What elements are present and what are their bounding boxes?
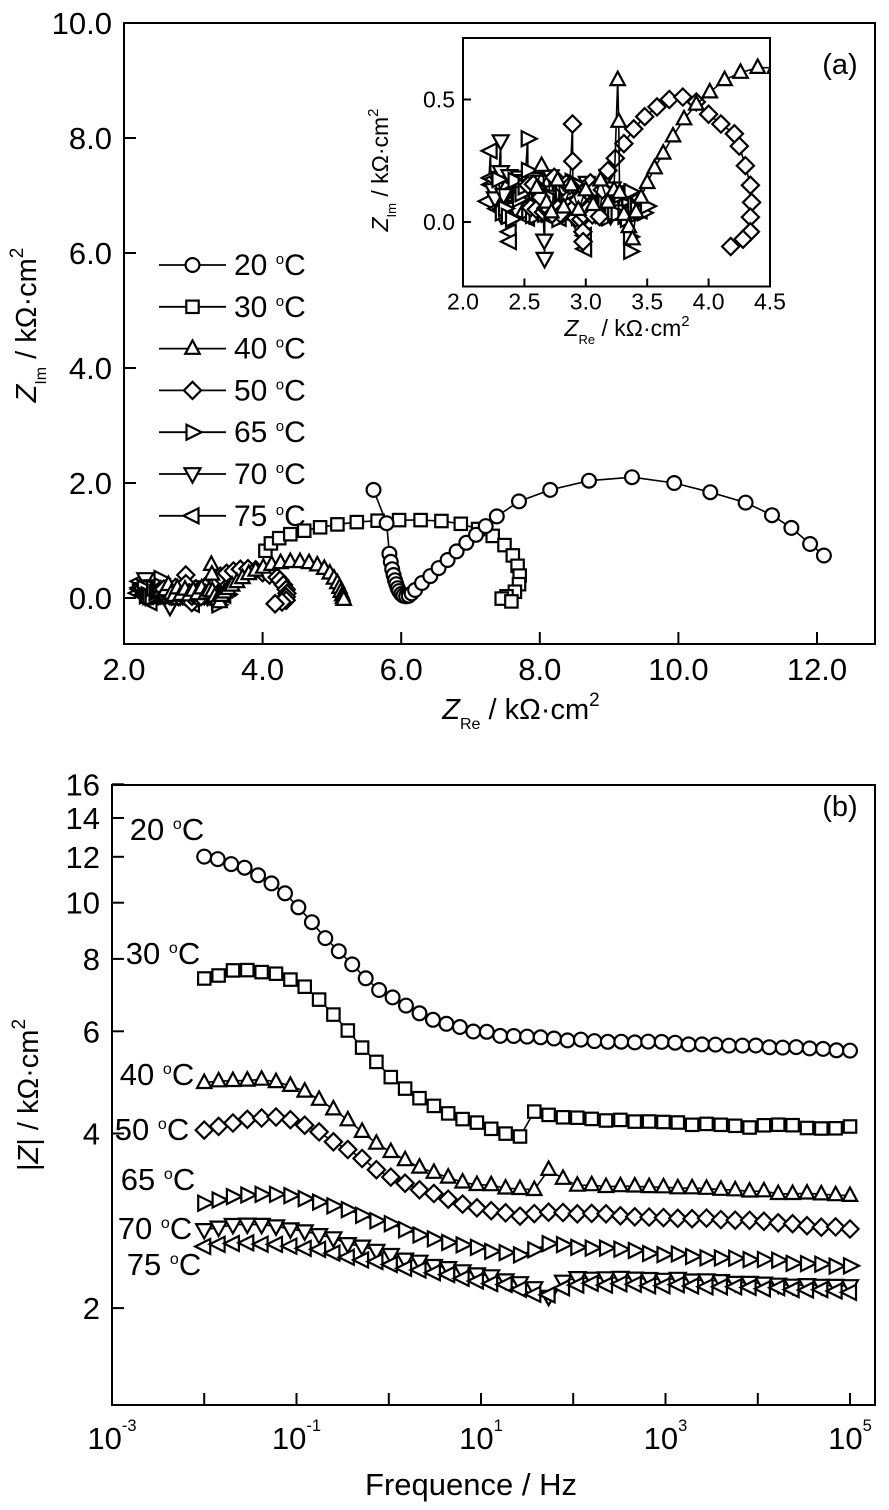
svg-text:Frequence / Hz: Frequence / Hz xyxy=(365,1467,577,1502)
svg-text:12.0: 12.0 xyxy=(787,652,847,687)
svg-text:0.0: 0.0 xyxy=(69,581,112,616)
svg-text:(a): (a) xyxy=(822,49,857,81)
svg-text:ZRe / kΩ·cm2: ZRe / kΩ·cm2 xyxy=(563,313,689,347)
svg-text:2.5: 2.5 xyxy=(508,289,540,315)
svg-text:10.0: 10.0 xyxy=(52,6,112,41)
svg-text:4.5: 4.5 xyxy=(754,289,786,315)
svg-text:(b): (b) xyxy=(822,791,857,823)
svg-text:75 oC: 75 oC xyxy=(127,1247,201,1282)
svg-text:30 oC: 30 oC xyxy=(126,936,200,971)
svg-text:50 oC: 50 oC xyxy=(115,1112,189,1147)
svg-text:4.0: 4.0 xyxy=(69,351,112,386)
svg-text:65 oC: 65 oC xyxy=(121,1162,195,1197)
svg-text:|Z| / kΩ·cm2: |Z| / kΩ·cm2 xyxy=(9,1019,45,1171)
svg-text:2: 2 xyxy=(83,1291,100,1326)
svg-text:30 oC: 30 oC xyxy=(234,291,306,324)
svg-text:50 oC: 50 oC xyxy=(234,374,306,407)
svg-text:12: 12 xyxy=(66,840,100,875)
svg-text:6: 6 xyxy=(83,1014,100,1049)
svg-text:8.0: 8.0 xyxy=(69,121,112,156)
svg-text:14: 14 xyxy=(66,801,100,836)
svg-text:3.5: 3.5 xyxy=(631,289,663,315)
svg-text:2.0: 2.0 xyxy=(447,289,479,315)
svg-text:4.0: 4.0 xyxy=(693,289,725,315)
svg-text:8.0: 8.0 xyxy=(518,652,561,687)
svg-text:10: 10 xyxy=(66,886,100,921)
svg-text:40 oC: 40 oC xyxy=(234,333,306,366)
svg-text:40 oC: 40 oC xyxy=(120,1057,194,1092)
svg-text:2.0: 2.0 xyxy=(69,466,112,501)
svg-text:2.0: 2.0 xyxy=(102,652,145,687)
svg-text:0.0: 0.0 xyxy=(423,209,455,235)
svg-text:65 oC: 65 oC xyxy=(234,416,306,449)
svg-text:ZRe / kΩ·cm2: ZRe / kΩ·cm2 xyxy=(441,690,599,733)
svg-text:20 oC: 20 oC xyxy=(130,812,204,847)
svg-text:0.5: 0.5 xyxy=(423,87,455,113)
svg-text:6.0: 6.0 xyxy=(380,652,423,687)
svg-text:10.0: 10.0 xyxy=(648,652,708,687)
svg-text:ZIm / kΩ·cm2: ZIm / kΩ·cm2 xyxy=(365,108,399,232)
svg-text:4: 4 xyxy=(83,1117,100,1152)
svg-text:70 oC: 70 oC xyxy=(118,1211,192,1246)
svg-text:ZIm / kΩ·cm2: ZIm / kΩ·cm2 xyxy=(7,248,50,404)
svg-text:3.0: 3.0 xyxy=(570,289,602,315)
svg-text:70 oC: 70 oC xyxy=(234,458,306,491)
svg-text:16: 16 xyxy=(66,767,100,802)
svg-text:4.0: 4.0 xyxy=(241,652,284,687)
svg-text:20 oC: 20 oC xyxy=(234,249,306,282)
svg-text:8: 8 xyxy=(83,942,100,977)
svg-text:6.0: 6.0 xyxy=(69,236,112,271)
